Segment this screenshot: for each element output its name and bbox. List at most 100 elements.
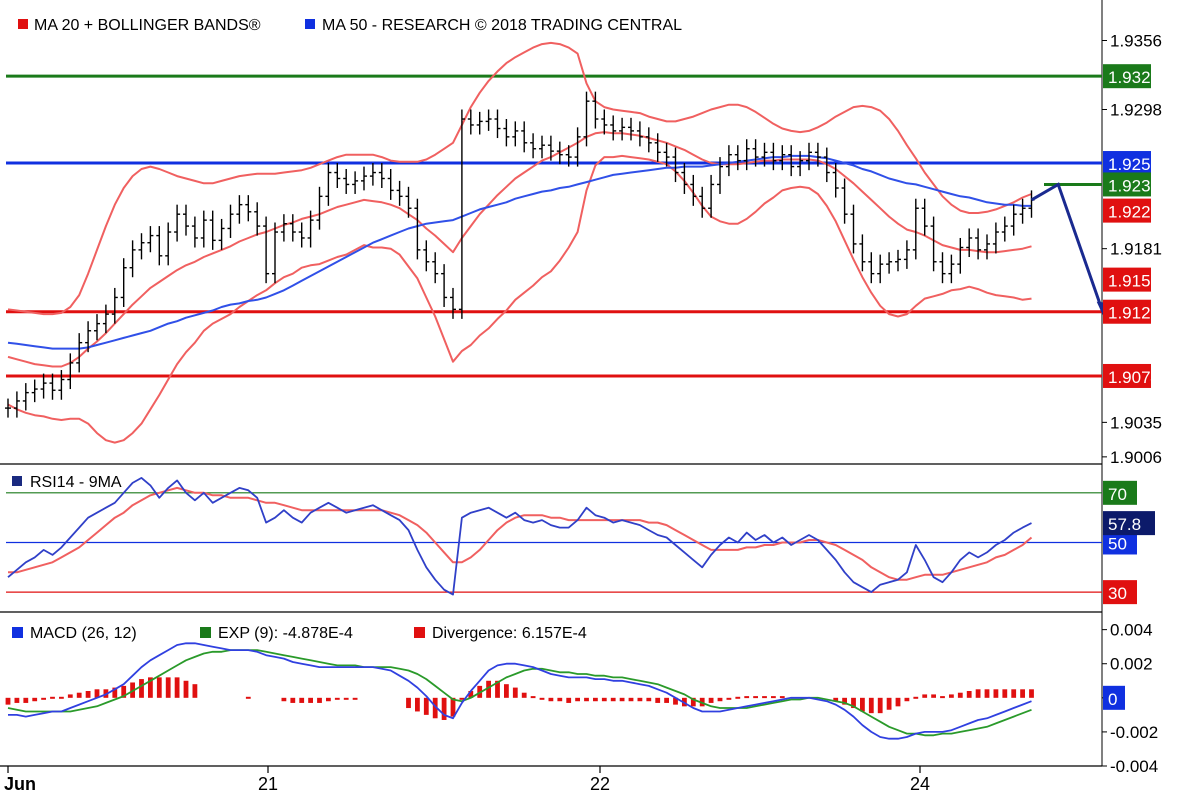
divergence-bar: [334, 697, 340, 700]
divergence-bar: [708, 697, 714, 703]
price-axis-label: 1.9356: [1110, 31, 1162, 50]
price-axis-label: 1.9298: [1110, 100, 1162, 119]
macd-zero-tag: 0: [1108, 690, 1117, 709]
legend-macd-swatch: [12, 627, 23, 638]
divergence-bar: [779, 696, 785, 699]
legend-rsi-swatch: [12, 476, 22, 486]
divergence-bar: [1002, 689, 1008, 698]
divergence-bar: [726, 697, 732, 700]
price-value-tag-bg: [1103, 267, 1151, 292]
divergence-bar: [32, 697, 38, 702]
time-axis-label: 24: [910, 774, 930, 794]
divergence-bar: [343, 697, 349, 700]
divergence-bar: [548, 697, 554, 702]
divergence-bar: [1029, 689, 1034, 698]
divergence-bar: [183, 680, 189, 698]
divergence-bar: [557, 697, 563, 702]
price-axis-label: 1.9006: [1110, 448, 1162, 467]
price-value-tag: 1.9155: [1108, 272, 1160, 291]
price-value-tag: 1.9235: [1108, 176, 1160, 195]
divergence-bar: [601, 697, 607, 702]
legend-ma50-swatch: [305, 19, 315, 29]
divergence-bar: [423, 697, 429, 715]
divergence-bar: [664, 697, 669, 703]
legend-ma50-label: MA 50 - RESEARCH © 2018 TRADING CENTRAL: [322, 17, 682, 34]
macd-axis-label: -0.002: [1110, 723, 1158, 742]
macd-axis-label: -0.004: [1110, 757, 1158, 776]
bollinger-upper-band: [7, 41, 1032, 316]
divergence-bar: [76, 692, 82, 698]
divergence-bar: [112, 687, 118, 698]
divergence-bar: [868, 697, 874, 714]
ma50-line: [7, 154, 1032, 350]
divergence-bar: [949, 694, 954, 698]
divergence-bar: [735, 696, 741, 699]
divergence-bar: [41, 697, 46, 700]
divergence-bar: [984, 689, 990, 698]
divergence-bar: [957, 692, 963, 698]
rsi-current-tag-bg: [1103, 511, 1155, 536]
price-level-tag: 1.9253: [1108, 155, 1160, 174]
rsi-level-tag: 70: [1108, 485, 1127, 504]
macd-zero-tag-bg: [1103, 685, 1125, 710]
price-level-tag-bg: [1103, 151, 1151, 176]
divergence-bar: [851, 697, 856, 709]
divergence-bar: [1011, 689, 1017, 698]
divergence-bar: [860, 697, 865, 712]
divergence-bar: [139, 679, 144, 698]
price-level-tag-bg: [1103, 363, 1151, 388]
divergence-bar: [281, 697, 287, 702]
divergence-bar: [148, 677, 153, 698]
divergence-bar: [317, 697, 322, 703]
macd-line: [8, 642, 1032, 740]
divergence-bar: [566, 697, 572, 703]
divergence-bar: [14, 697, 20, 703]
price-level-tag: 1.9074: [1108, 368, 1160, 387]
divergence-bar: [299, 697, 305, 703]
divergence-bar: [459, 697, 465, 700]
time-axis-label: Jun: [4, 774, 36, 794]
divergence-bar: [290, 697, 296, 703]
price-value-tag-bg: [1103, 172, 1151, 197]
divergence-bar: [895, 697, 901, 707]
rsi-line: [7, 476, 1032, 596]
divergence-bar: [584, 697, 589, 702]
macd-signal-line: [7, 649, 1032, 737]
divergence-bar: [486, 680, 491, 698]
rsi-level-tag-bg: [1103, 480, 1137, 505]
price-level-tag-bg: [1103, 64, 1151, 89]
divergence-bar: [59, 696, 64, 699]
divergence-bar: [975, 689, 981, 698]
divergence-bar: [156, 677, 162, 698]
divergence-bar: [94, 689, 100, 698]
divergence-bar: [913, 696, 919, 699]
divergence-bar: [415, 697, 420, 712]
divergence-bar: [441, 697, 447, 720]
divergence-bar: [512, 687, 518, 698]
time-axis-label: 21: [258, 774, 278, 794]
legend-exp-swatch: [200, 627, 211, 638]
divergence-bar: [50, 696, 55, 699]
price-level-tag: 1.9326: [1108, 68, 1160, 87]
price-level-tag: 1.9128: [1108, 304, 1160, 323]
divergence-bar: [922, 694, 928, 698]
divergence-bar: [406, 697, 411, 709]
divergence-bar: [886, 697, 892, 710]
divergence-bar: [593, 697, 598, 702]
divergence-bar: [575, 697, 580, 702]
divergence-bar: [646, 697, 652, 702]
forecast-path: [1030, 182, 1105, 313]
divergence-bar: [877, 697, 883, 714]
divergence-bar: [771, 696, 776, 699]
price-level-tag-bg: [1103, 299, 1151, 324]
price-value-tag-bg: [1103, 198, 1151, 223]
divergence-bar: [762, 696, 767, 699]
divergence-bar: [993, 689, 999, 698]
macd-axis-label: 0.004: [1110, 621, 1153, 640]
legend-ma20-label: MA 20 + BOLLINGER BANDS®: [34, 17, 261, 34]
divergence-bar: [904, 697, 910, 702]
bollinger-lower-band: [7, 154, 1032, 444]
time-axis-label: 22: [590, 774, 610, 794]
rsi-level-tag: 30: [1108, 584, 1127, 603]
divergence-bar: [174, 677, 180, 698]
